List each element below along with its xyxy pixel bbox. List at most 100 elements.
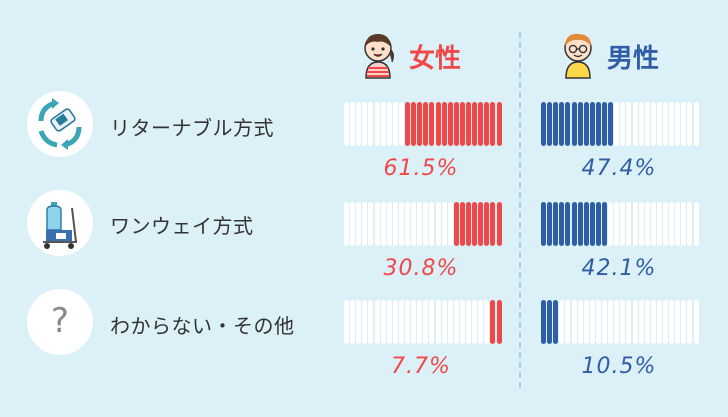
bar-tick-empty [350,202,356,246]
bar-tick-empty [435,300,441,344]
bar-tick-empty [380,300,386,344]
bar-tick-empty [681,202,687,246]
bar-tick-filled [571,202,577,246]
bar-tick-filled [547,102,553,146]
bar-tick-empty [466,300,471,344]
bar-tick-filled [459,102,465,146]
bar-tick-filled [429,102,435,146]
bar-tick-filled [490,102,496,146]
bar-tick-filled [496,102,502,146]
bar-tick-empty [644,202,650,246]
bar-tick-empty [356,202,362,246]
bar-tick-empty [356,300,362,344]
bar-tick-empty [441,202,447,246]
bar-tick-filled [565,102,571,146]
bar-tick-filled [565,202,571,246]
bar-tick-filled [478,102,484,146]
bar-tick-empty [350,300,356,344]
bar-tick-empty [589,300,595,344]
bar-tick-empty [644,300,650,344]
bar-tick-empty [423,202,429,246]
bar-tick-filled [423,102,429,146]
bar-tick-empty [356,102,362,146]
bar-tick-empty [423,300,429,344]
bar-tick-filled [541,202,546,246]
bar-tick-empty [614,202,620,246]
bar-tick-empty [362,300,368,344]
male-avatar-icon [558,28,598,80]
bar-tick-filled [453,102,459,146]
bar-tick-filled [496,300,502,344]
male-bars-row-3 [541,300,701,344]
bar-tick-empty [429,202,435,246]
bar-tick-empty [638,102,644,146]
bar-tick-empty [663,202,668,246]
bar-tick-empty [620,202,626,246]
bar-tick-filled [435,102,441,146]
bar-tick-filled [559,202,565,246]
bar-tick-empty [368,300,374,344]
bar-tick-empty [411,300,417,344]
bar-tick-empty [614,102,620,146]
bar-tick-filled [472,102,478,146]
bar-tick-filled [595,102,601,146]
bar-tick-filled [490,202,496,246]
bar-tick-empty [417,300,423,344]
bar-tick-empty [656,300,662,344]
column-divider [519,32,521,388]
bar-tick-empty [368,202,374,246]
category-label: リターナブル方式 [110,116,274,140]
bar-tick-empty [411,202,417,246]
male-value-label: 47.4% [581,156,657,181]
bar-tick-empty [380,102,386,146]
bar-tick-filled [547,300,553,344]
bar-tick-empty [650,202,656,246]
bar-tick-empty [374,300,380,344]
bar-tick-empty [693,300,699,344]
legend-female-label: 女性 [409,44,462,74]
bar-tick-empty [435,202,441,246]
bar-tick-filled [608,102,614,146]
bar-tick-empty [626,102,632,146]
bar-tick-empty [368,102,374,146]
bar-tick-filled [484,102,490,146]
bar-tick-empty [472,300,478,344]
bar-tick-empty [620,300,626,344]
bar-tick-empty [681,300,687,344]
bar-tick-empty [571,300,577,344]
bar-tick-empty [632,202,638,246]
bar-tick-filled [553,202,559,246]
bar-tick-filled [541,102,546,146]
bar-tick-empty [362,202,368,246]
bar-tick-empty [398,102,404,146]
bar-tick-filled [577,202,583,246]
bar-tick-empty [484,300,490,344]
bar-tick-empty [429,300,435,344]
bar-tick-filled [472,202,478,246]
legend-male-label: 男性 [607,44,660,74]
female-value-label: 61.5% [383,156,459,181]
bar-tick-empty [374,102,380,146]
bar-tick-filled [466,202,471,246]
bar-tick-empty [398,202,404,246]
bar-tick-filled [484,202,490,246]
bar-tick-filled [541,300,546,344]
bar-tick-empty [453,300,459,344]
water-jug-cart-icon [43,202,77,249]
bar-tick-empty [669,300,675,344]
bar-tick-empty [669,202,675,246]
bar-tick-empty [626,300,632,344]
bar-tick-empty [608,300,614,344]
bar-tick-filled [453,202,459,246]
category-label: わからない・その他 [110,314,295,338]
bar-tick-empty [577,300,583,344]
bar-tick-filled [459,202,465,246]
male-value-label: 42.1% [581,256,657,281]
category-icon-circle [27,91,93,157]
bar-tick-empty [608,202,614,246]
bar-tick-empty [687,102,693,146]
category-label: ワンウェイ方式 [110,214,254,238]
bar-tick-filled [553,300,559,344]
bar-tick-filled [553,102,559,146]
bar-tick-empty [681,102,687,146]
